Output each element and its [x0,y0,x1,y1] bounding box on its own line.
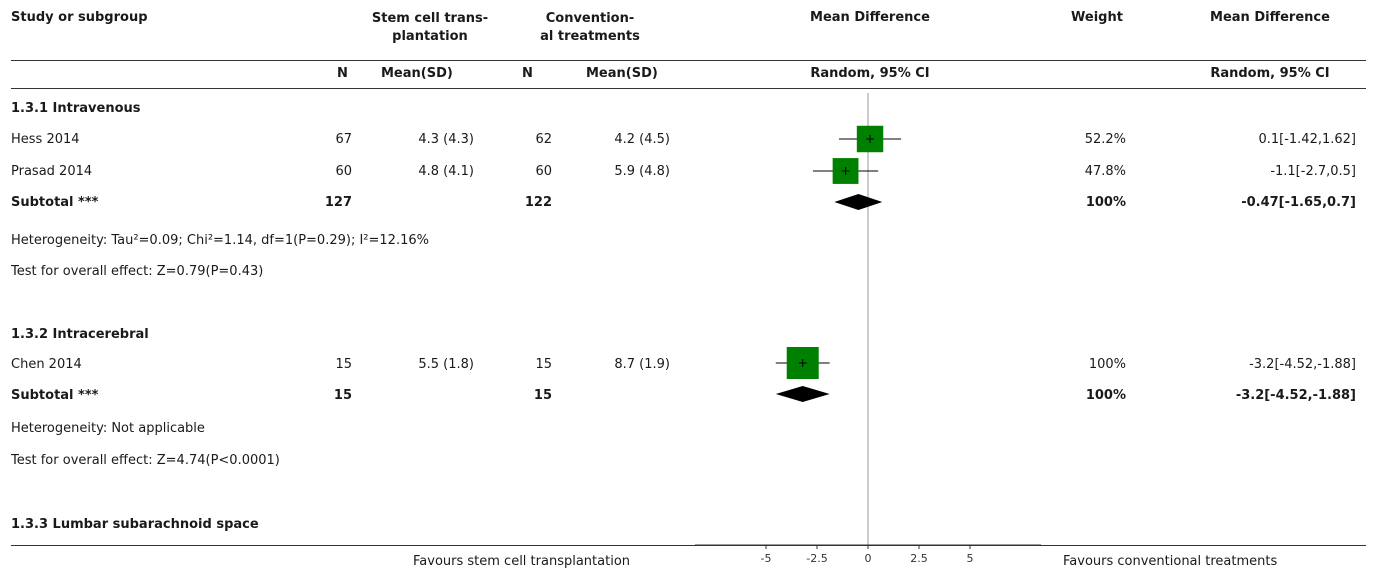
footer-rule [11,545,1366,546]
mean-sd2-value: 8.7 (1.9) [614,357,670,372]
overall-effect-note: Test for overall effect: Z=0.79(P=0.43) [11,264,264,279]
mean-sd1-value: 5.5 (1.8) [418,357,474,372]
random-ci-header-right: Random, 95% CI [1210,66,1330,81]
subtotal-label: Subtotal *** [11,195,99,210]
n2-value: 62 [535,132,552,147]
header-rule-top [11,60,1366,61]
favours-right-label: Favours conventional treatments [1063,554,1278,569]
random-ci-header: Random, 95% CI [810,66,930,81]
group-title: 1.3.2 Intracerebral [11,327,149,342]
x-tick-label: -5 [761,552,772,565]
mean-sd2-value: 4.2 (4.5) [614,132,670,147]
group1-header: Stem cell trans- plantation [340,10,520,46]
study-name: Prasad 2014 [11,164,93,179]
group1-header-line2: plantation [392,29,468,44]
x-tick-label: 2.5 [910,552,928,565]
mean-sd1-value: 4.3 (4.3) [418,132,474,147]
x-tick-label: -2.5 [806,552,827,565]
n2-header: N [522,66,533,81]
weight-value: 47.8% [1084,164,1126,179]
mean-difference-header: Mean Difference [810,10,930,25]
subtotal-weight: 100% [1085,388,1126,403]
subtotal-diamond [834,194,883,210]
x-tick-label: 5 [967,552,974,565]
subtotal-n2: 15 [533,388,552,403]
mean-sd2-header: Mean(SD) [586,66,658,81]
study-name: Chen 2014 [11,357,82,372]
group2-header-line1: Convention- [545,11,635,26]
subtotal-ci: -0.47[-1.65,0.7] [1241,195,1356,210]
ci-value: -1.1[-2.7,0.5] [1270,164,1356,179]
mean-sd1-header: Mean(SD) [381,66,453,81]
group2-header: Convention- al treatments [510,10,670,46]
weight-header: Weight [1071,10,1123,25]
weight-value: 52.2% [1084,132,1126,147]
weight-value: 100% [1088,357,1126,372]
subtotal-n2: 122 [524,195,552,210]
group-title: 1.3.3 Lumbar subarachnoid space [11,517,259,532]
mean-sd1-value: 4.8 (4.1) [418,164,474,179]
n1-header: N [337,66,348,81]
heterogeneity-note: Heterogeneity: Not applicable [11,421,205,436]
ci-value: -3.2[-4.52,-1.88] [1249,357,1356,372]
subtotal-n1: 15 [333,388,352,403]
subtotal-diamond [775,386,830,402]
n1-value: 67 [335,132,352,147]
study-column-header: Study or subgroup [11,10,148,25]
n1-value: 60 [335,164,352,179]
x-tick-label: 0 [865,552,872,565]
subtotal-weight: 100% [1085,195,1126,210]
heterogeneity-note: Heterogeneity: Tau²=0.09; Chi²=1.14, df=… [11,233,429,248]
study-name: Hess 2014 [11,132,80,147]
favours-left-label: Favours stem cell transplantation [413,554,631,569]
header-rule-bottom [11,88,1366,89]
n2-value: 60 [535,164,552,179]
mean-sd2-value: 5.9 (4.8) [614,164,670,179]
overall-effect-note: Test for overall effect: Z=4.74(P<0.0001… [11,453,280,468]
group2-header-line2: al treatments [540,29,640,44]
subtotal-ci: -3.2[-4.52,-1.88] [1235,388,1356,403]
mean-difference-ci-header: Mean Difference [1210,10,1330,25]
subtotal-label: Subtotal *** [11,388,99,403]
subtotal-n1: 127 [324,195,352,210]
ci-value: 0.1[-1.42,1.62] [1258,132,1356,147]
group1-header-line1: Stem cell trans- [371,11,489,26]
n2-value: 15 [535,357,552,372]
n1-value: 15 [335,357,352,372]
group-title: 1.3.1 Intravenous [11,101,141,116]
